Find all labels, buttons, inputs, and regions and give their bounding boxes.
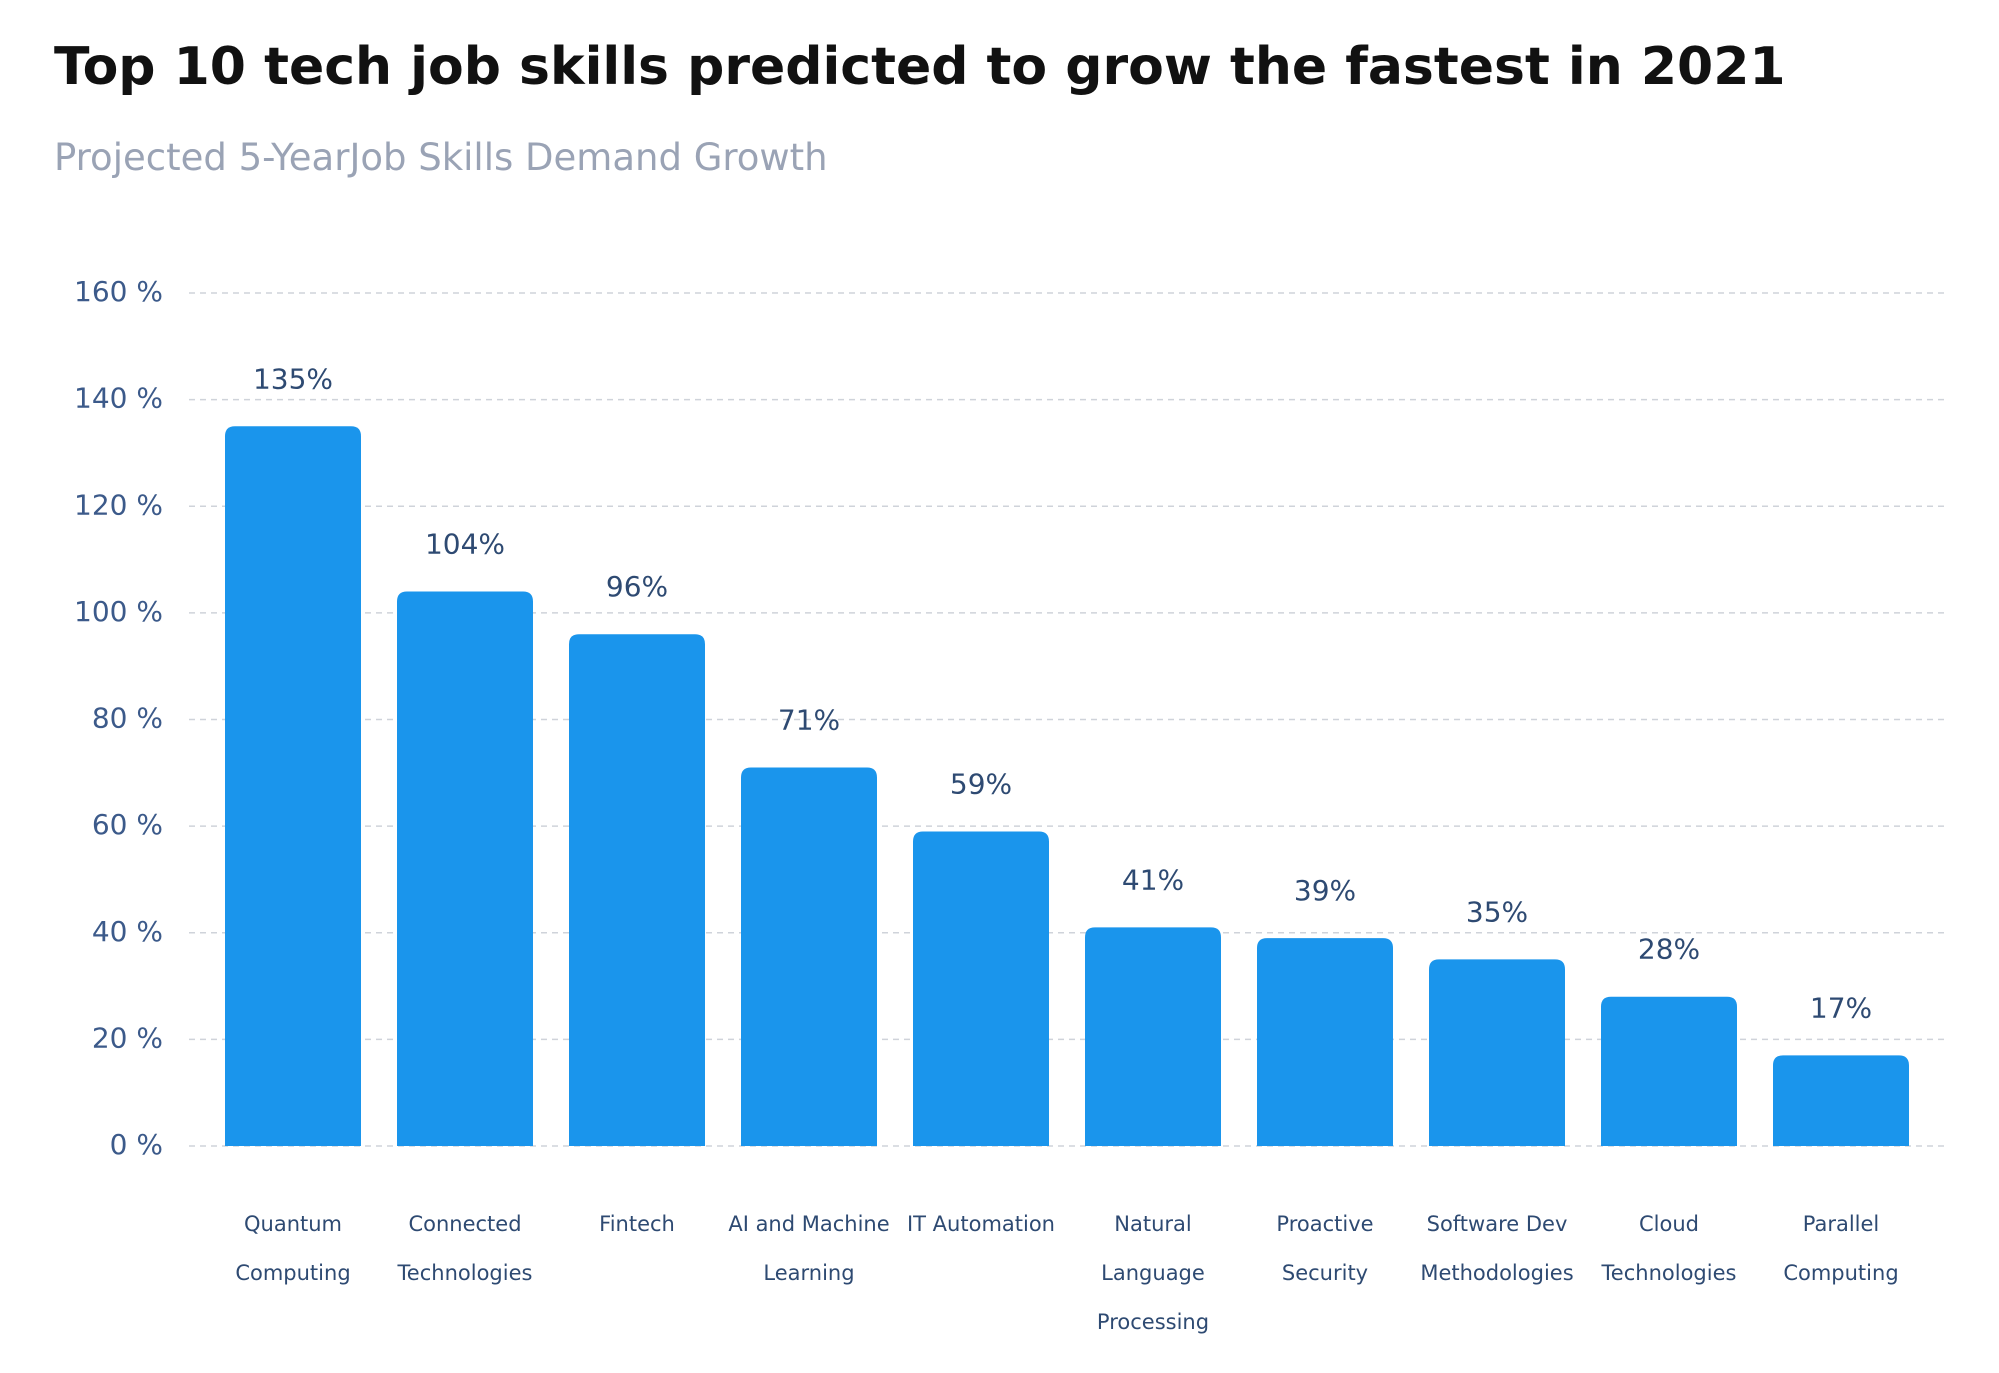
y-tick-label: 120 %: [74, 488, 163, 521]
x-tick-label: Software Dev Methodologies: [1420, 1212, 1574, 1285]
bar: [1429, 959, 1565, 1146]
x-tick-label: Natural Language Processing: [1096, 1212, 1210, 1334]
value-label: 104%: [425, 528, 505, 561]
y-tick-label: 140 %: [74, 382, 163, 415]
bar: [225, 426, 361, 1146]
bar: [569, 634, 705, 1146]
bar: [1773, 1055, 1909, 1146]
y-tick-label: 160 %: [74, 275, 163, 308]
y-tick-label: 80 %: [92, 702, 163, 735]
bar: [1257, 938, 1393, 1146]
x-tick-label: IT Automation: [906, 1212, 1055, 1236]
y-tick-label: 0 %: [110, 1128, 163, 1161]
value-label: 39%: [1294, 874, 1356, 907]
value-label: 41%: [1122, 863, 1184, 896]
x-tick-label: Proactive Security: [1276, 1212, 1374, 1285]
x-tick-label: Parallel Computing: [1783, 1212, 1899, 1285]
x-tick-label: AI and Machine Learning: [728, 1212, 890, 1285]
x-tick-label: Connected Technologies: [397, 1212, 533, 1285]
y-tick-label: 60 %: [92, 808, 163, 841]
x-tick-label: Fintech: [599, 1212, 675, 1236]
y-tick-label: 100 %: [74, 595, 163, 628]
bar: [741, 767, 877, 1146]
y-tick-label: 20 %: [92, 1021, 163, 1054]
bar: [397, 591, 533, 1146]
chart-subtitle: Projected 5-YearJob Skills Demand Growth: [54, 136, 828, 179]
chart-title: Top 10 tech job skills predicted to grow…: [54, 37, 1786, 97]
y-tick-label: 40 %: [92, 915, 163, 948]
value-label: 135%: [253, 362, 333, 395]
bar: [1601, 996, 1737, 1146]
value-label: 35%: [1466, 895, 1528, 928]
x-tick-label: Cloud Technologies: [1601, 1212, 1737, 1285]
value-label: 96%: [606, 570, 668, 603]
bar: [1085, 927, 1221, 1146]
value-label: 59%: [950, 767, 1012, 800]
value-label: 71%: [778, 703, 840, 736]
x-tick-label: Quantum Computing: [235, 1212, 351, 1285]
value-label: 28%: [1638, 933, 1700, 966]
value-label: 17%: [1810, 991, 1872, 1024]
bar: [913, 831, 1049, 1146]
